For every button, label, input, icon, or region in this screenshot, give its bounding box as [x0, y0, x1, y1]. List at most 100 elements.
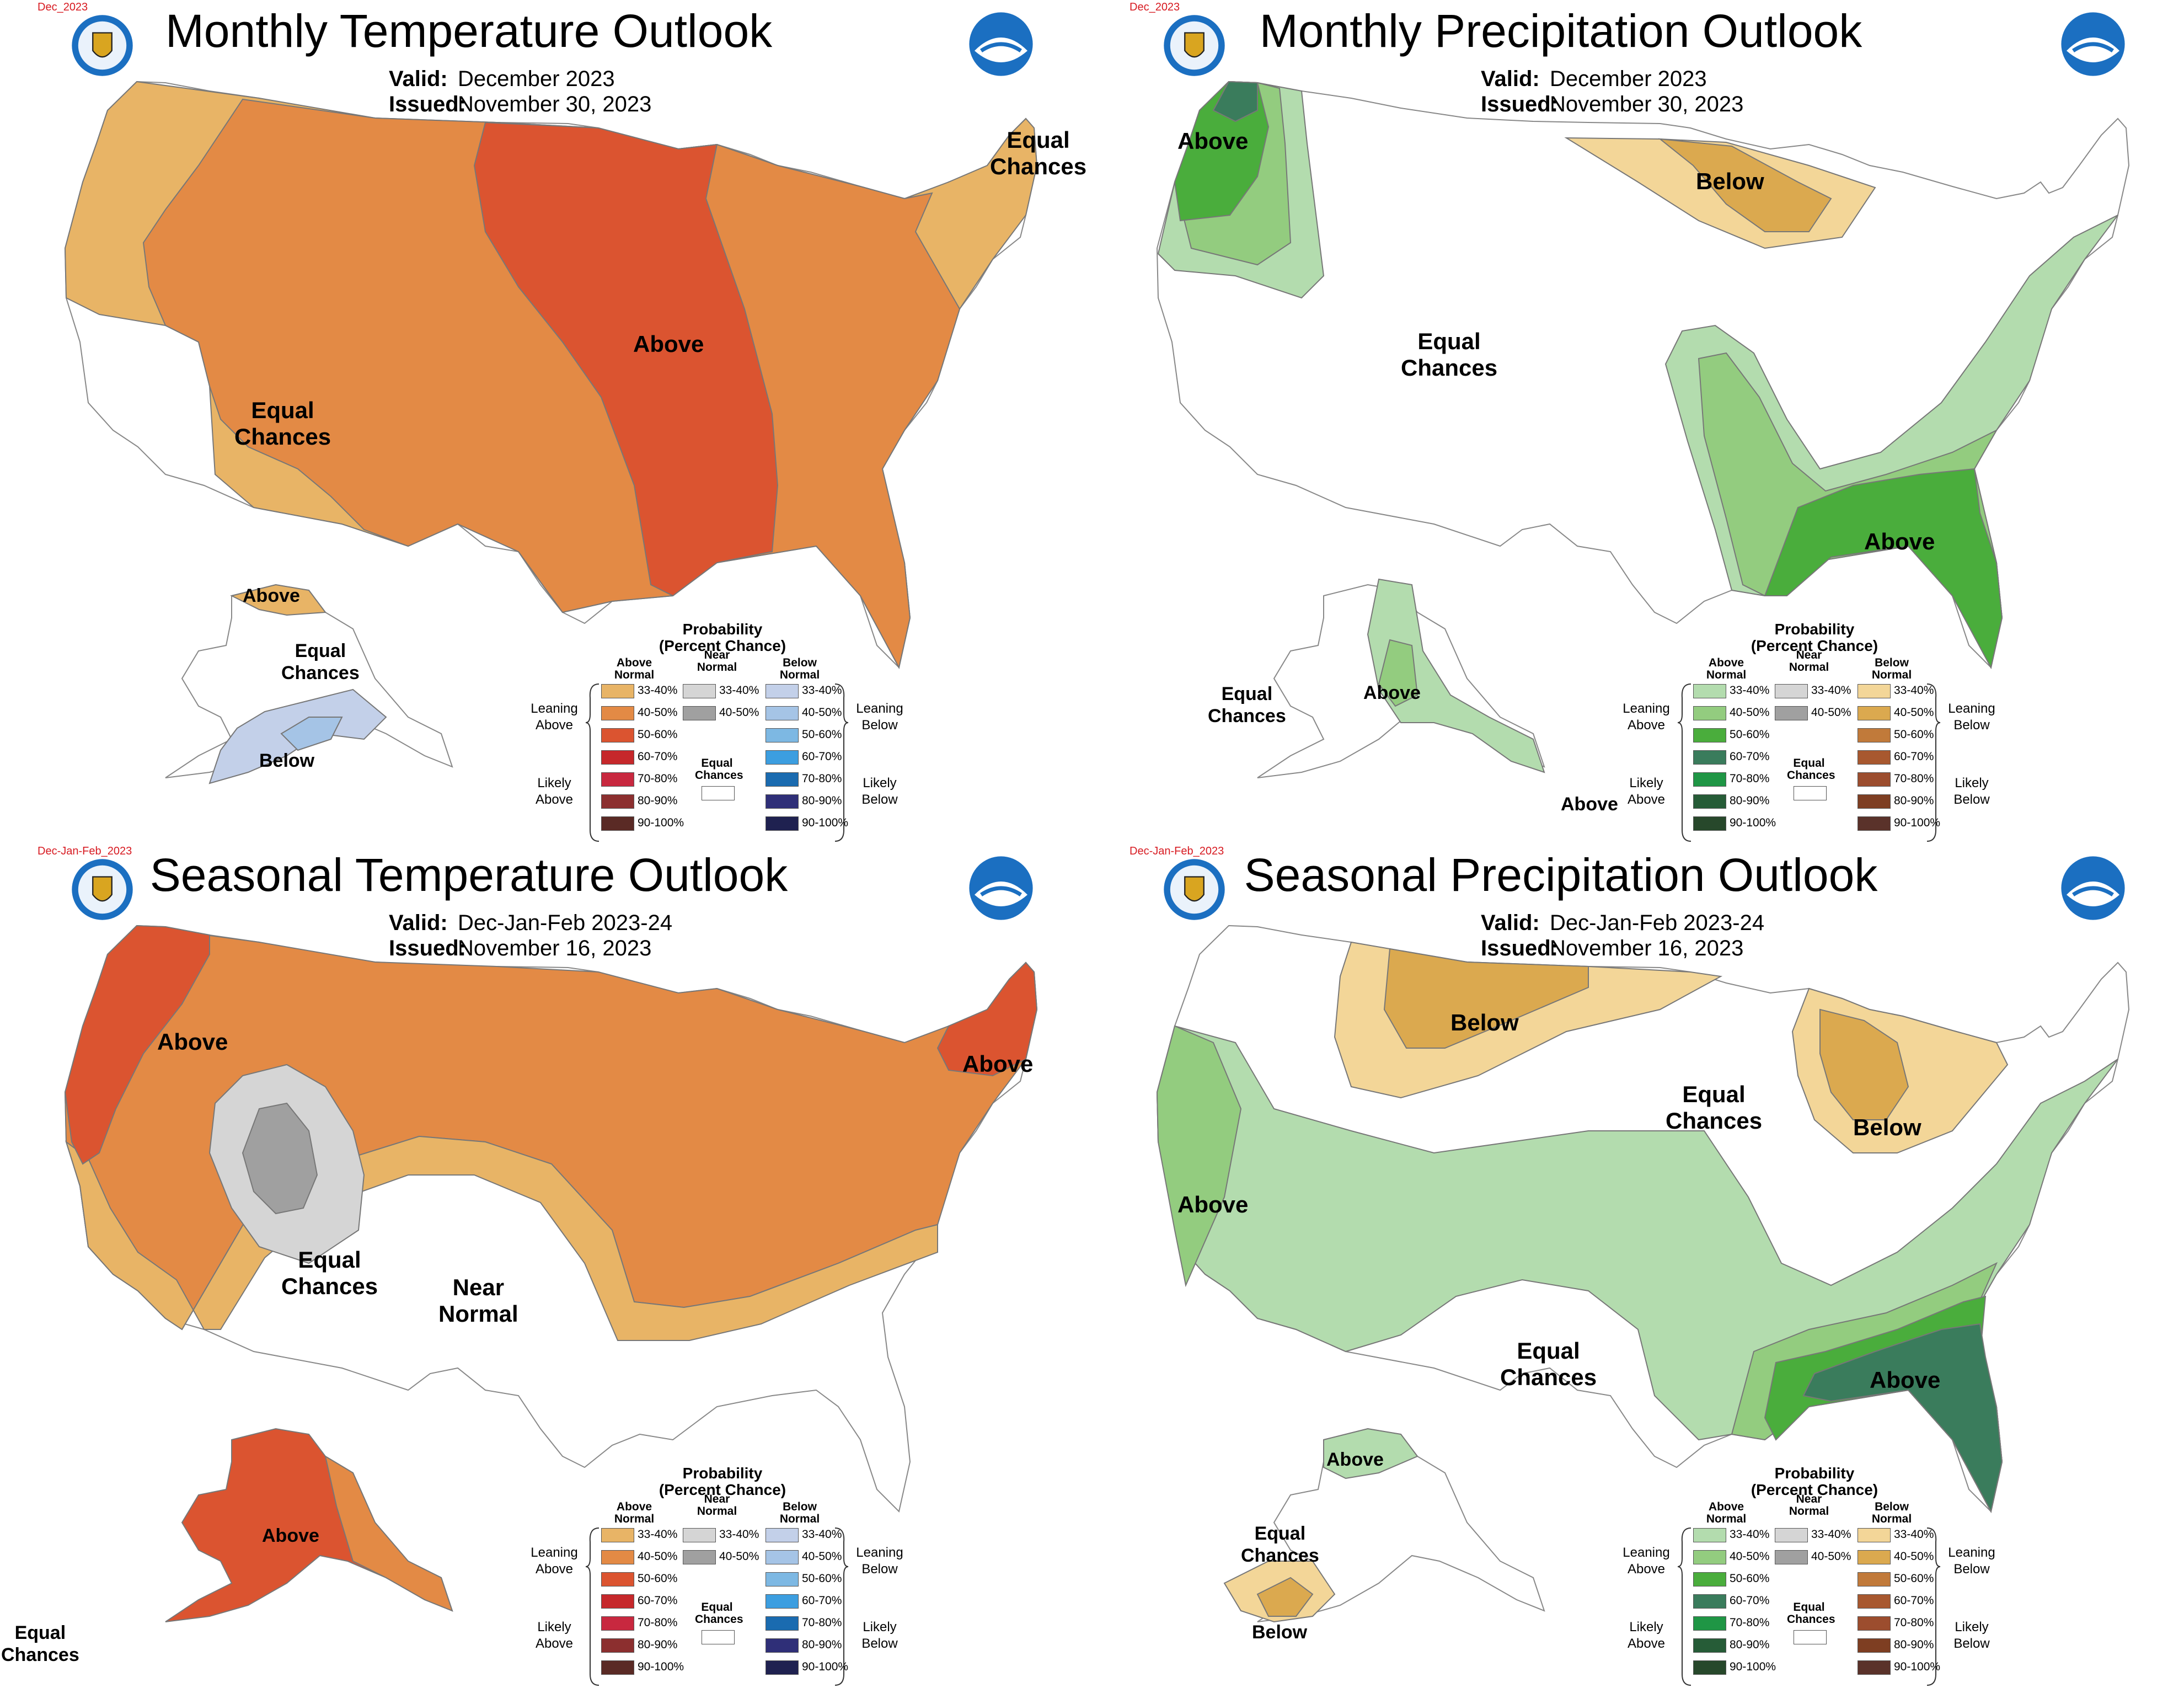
legend-swatch-near — [683, 706, 716, 720]
legend-range-label: 40-50% — [1730, 706, 1770, 719]
legend-swatch-equal — [1794, 1630, 1827, 1644]
panel-title: Monthly Precipitation Outlook — [1259, 5, 1862, 57]
alaska-below-40 — [1256, 1577, 1314, 1617]
noaa-logo-icon — [969, 12, 1033, 76]
legend-swatch-above — [601, 728, 634, 742]
legend-range-label: 50-60% — [1730, 1572, 1770, 1585]
valid-label: Valid: — [1481, 67, 1540, 91]
issued-label: Issued: — [389, 936, 467, 960]
legend-swatch-below — [1858, 794, 1891, 809]
legend-swatch-below — [1858, 1638, 1891, 1653]
legend-range-label: 80-90% — [802, 794, 842, 807]
region-near-40 — [242, 1102, 318, 1215]
legend-range-label: 60-70% — [802, 750, 842, 763]
legend-range-label: 50-60% — [638, 728, 678, 741]
legend-title: Probability — [1774, 621, 1855, 638]
legend-swatch-above — [601, 772, 634, 787]
outlook-map — [1156, 925, 2129, 1623]
outlook-map — [64, 81, 1038, 784]
legend-swatch-above — [1693, 1594, 1726, 1609]
legend-range-label: 60-70% — [1894, 1594, 1934, 1607]
legend-range-label: 90-100% — [1894, 1660, 1941, 1673]
legend-equal-chances: Equal Chances — [695, 1601, 743, 1626]
map-label-equal-chances: Equal Chances — [1, 1622, 79, 1665]
legend-range-label: 70-80% — [1894, 772, 1934, 785]
legend-leaning-above: Leaning Above — [531, 701, 578, 733]
legend-above-header: Above Normal — [614, 656, 655, 681]
map-label-below: Below — [1853, 1114, 1921, 1140]
map-label-equal-chances: Equal Chances — [234, 397, 331, 450]
valid-label: Valid: — [1481, 911, 1540, 935]
panel-monthly-temperature: Dec_2023 Monthly Temperature Outlook Val… — [0, 0, 1092, 844]
legend-swatch-below — [766, 816, 799, 831]
legend-range-label: 60-70% — [1894, 750, 1934, 763]
legend-swatch-below — [1858, 816, 1891, 831]
legend-range-label: 33-40% — [802, 1528, 842, 1541]
legend-range-label: 33-40% — [719, 1528, 759, 1541]
legend-leaning-below: Leaning Below — [856, 1545, 903, 1577]
legend-swatch-below — [1858, 684, 1891, 698]
legend-swatch-above — [1693, 1528, 1726, 1542]
legend-leaning-below: Leaning Below — [1948, 701, 1995, 733]
legend-swatch-above — [1693, 1616, 1726, 1631]
legend-swatch-above — [601, 1660, 634, 1675]
legend-range-label: 90-100% — [1730, 816, 1776, 829]
department-seal-icon — [1164, 15, 1225, 76]
valid-value: December 2023 — [458, 67, 615, 91]
legend-swatch-below — [766, 772, 799, 787]
legend-swatch-above — [601, 1638, 634, 1653]
legend-swatch-above — [1693, 794, 1726, 809]
legend-leaning-above: Leaning Above — [1623, 1545, 1670, 1577]
legend-swatch-above — [1693, 816, 1726, 831]
legend-swatch-below — [766, 794, 799, 809]
legend-swatch-below — [1858, 750, 1891, 765]
legend-range-label: 40-50% — [1811, 706, 1851, 719]
legend-swatch-above — [601, 1572, 634, 1586]
legend-range-label: 50-60% — [802, 728, 842, 741]
legend-swatch-above — [601, 684, 634, 698]
legend-swatch-below — [766, 728, 799, 742]
legend-swatch-equal — [702, 1630, 735, 1644]
legend-likely-above: Likely Above — [1627, 1620, 1666, 1651]
issued-label: Issued: — [389, 92, 467, 116]
legend-near-header: Near Normal — [697, 1493, 737, 1518]
map-label-alaska-equal: Equal Chances — [1208, 683, 1286, 727]
legend-range-label: 40-50% — [638, 1550, 678, 1563]
legend-equal-chances: Equal Chances — [1787, 757, 1835, 782]
legend-likely-below: Likely Below — [1953, 1620, 1990, 1651]
legend-swatch-near — [1775, 1550, 1808, 1564]
legend-swatch-below — [1858, 772, 1891, 787]
legend-swatch-above — [1693, 1638, 1726, 1653]
map-label-alaska-above: Above — [262, 1525, 319, 1546]
legend-brace-left — [1677, 1527, 1691, 1686]
map-label-above: Above — [157, 1029, 228, 1055]
legend-below-header: Below Normal — [779, 1500, 820, 1525]
map-label-alaska-equal: Equal Chances — [1241, 1523, 1319, 1566]
legend-swatch-above — [1693, 684, 1726, 698]
legend-swatch-below — [1858, 1572, 1891, 1586]
date-block: Valid: Dec-Jan-Feb 2023-24 Issued:Novembe… — [389, 910, 672, 961]
map-label-equal-chances: Equal Chances — [1666, 1081, 1763, 1134]
legend-range-label: 80-90% — [1730, 1638, 1770, 1651]
legend-range-label: 60-70% — [802, 1594, 842, 1607]
legend-swatch-above — [601, 1550, 634, 1564]
legend-range-label: 33-40% — [638, 684, 678, 697]
map-label-above: Above — [1177, 1192, 1249, 1217]
map-label-equal-chances: Equal Chances — [281, 1247, 378, 1299]
issued-label: Issued: — [1481, 92, 1559, 116]
legend-range-label: 33-40% — [1811, 684, 1851, 697]
legend-range-label: 40-50% — [802, 706, 842, 719]
map-label-alaska-below: Below — [259, 750, 315, 771]
legend-range-label: 80-90% — [1730, 794, 1770, 807]
legend-below-header: Below Normal — [779, 656, 820, 681]
noaa-logo-icon — [969, 856, 1033, 920]
legend-swatch-below — [1858, 706, 1891, 720]
legend-swatch-above — [601, 816, 634, 831]
legend-swatch-above — [601, 1616, 634, 1631]
legend-range-label: 40-50% — [638, 706, 678, 719]
legend-swatch-below — [1858, 1660, 1891, 1675]
legend-title: Probability — [682, 621, 763, 638]
legend-range-label: 50-60% — [1894, 1572, 1934, 1585]
map-label-alaska-above: Above — [1326, 1449, 1384, 1470]
map-label-alaska-below: Below — [1252, 1622, 1308, 1643]
